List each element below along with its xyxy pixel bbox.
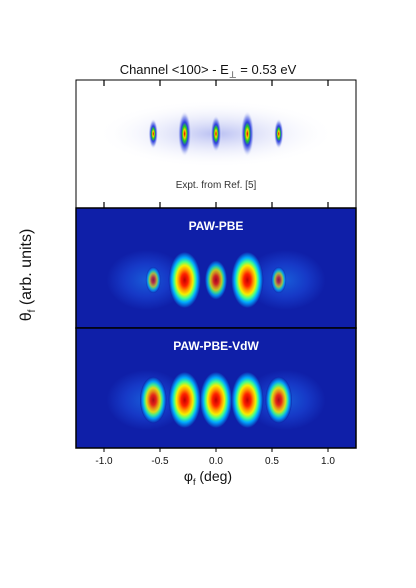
peak-spot <box>145 266 161 294</box>
x-tick-label: -0.5 <box>151 456 169 467</box>
x-axis-label: φf (deg) <box>183 468 233 487</box>
peak-spot <box>273 118 284 150</box>
peak-spot <box>231 372 264 428</box>
peak-spot <box>271 266 287 294</box>
panel-annotation: Expt. from Ref. [5] <box>176 180 257 191</box>
x-axis: -1.0 -0.5 0.0 0.5 1.0 <box>95 448 335 467</box>
panel-title: PAW-PBE-VdW <box>173 339 259 353</box>
peak-spot <box>231 252 264 308</box>
panel-paw-pbe-vdw: PAW-PBE-VdW <box>75 327 357 449</box>
peak-spot <box>168 252 201 308</box>
peak-spot <box>140 376 167 424</box>
peak-spot <box>204 260 228 300</box>
panel-paw-pbe: PAW-PBE <box>75 207 357 329</box>
x-tick-label: 0.0 <box>209 456 223 467</box>
x-tick-label: -1.0 <box>95 456 113 467</box>
x-tick-label: 1.0 <box>321 456 335 467</box>
peak-spot <box>148 118 159 150</box>
peak-spot <box>200 372 232 428</box>
chart-title: Channel <100> - E⊥ = 0.53 eV <box>119 62 297 80</box>
panel-title: PAW-PBE <box>189 219 244 233</box>
peak-spot <box>210 114 222 153</box>
peak-spot <box>265 376 292 424</box>
panel-experiment: Expt. from Ref. [5] <box>75 79 357 209</box>
x-tick-label: 0.5 <box>265 456 279 467</box>
peak-spot <box>240 110 255 157</box>
peak-spot <box>177 110 192 157</box>
peak-spot <box>168 372 201 428</box>
